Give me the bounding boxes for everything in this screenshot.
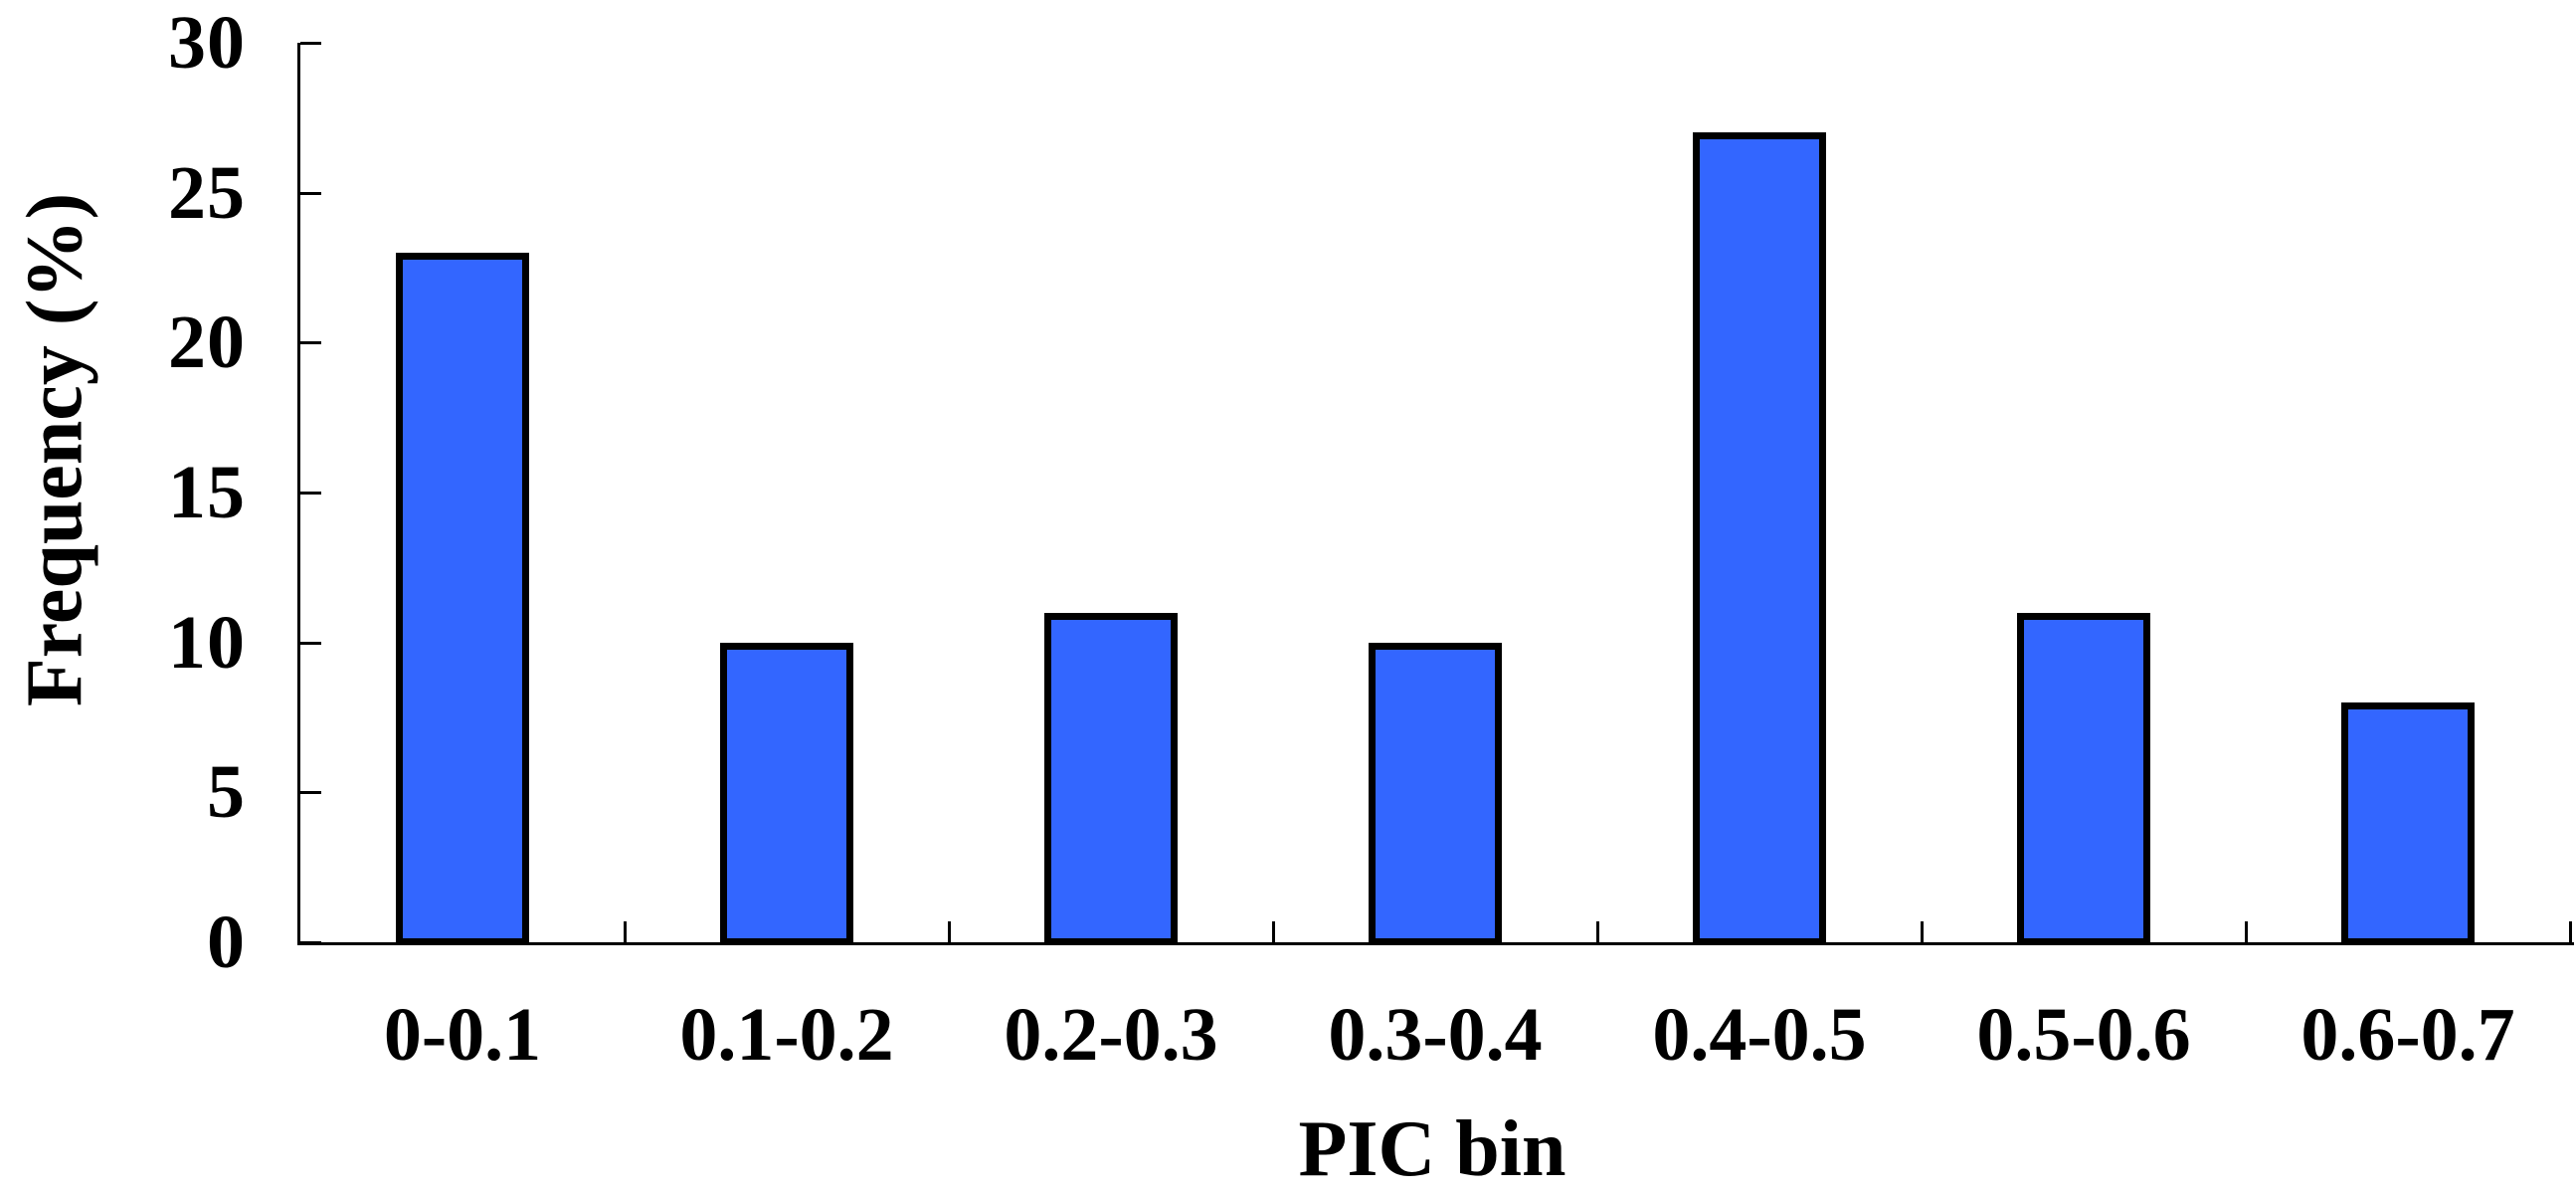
x-tick-label-0.1-0.2: 0.1-0.2 [679,993,894,1077]
y-tick-20 [300,341,321,345]
y-tick-label-0: 0 [207,900,246,984]
bar-0.2-0.3 [1044,612,1178,945]
bar-0.6-0.7 [2341,701,2475,945]
bar-0.1-0.2 [720,642,853,945]
y-tick-0 [300,941,321,944]
x-axis-title: PIC bin [1298,1105,1566,1193]
x-tick-label-0.4-0.5: 0.4-0.5 [1652,993,1867,1077]
x-tick-1 [624,921,627,942]
x-tick-6 [2245,921,2248,942]
y-axis-line [297,43,300,945]
y-tick-5 [300,791,321,795]
x-tick-label-0.3-0.4: 0.3-0.4 [1328,993,1543,1077]
x-tick-label-0.6-0.7: 0.6-0.7 [2300,993,2515,1077]
x-tick-2 [948,921,951,942]
bar-0-0.1 [396,252,529,945]
y-tick-label-25: 25 [168,150,246,235]
y-tick-label-10: 10 [168,600,246,685]
x-tick-3 [1272,921,1275,942]
y-tick-15 [300,492,321,495]
bar-0.3-0.4 [1369,642,1502,945]
x-tick-label-0-0.1: 0-0.1 [383,993,542,1077]
y-tick-25 [300,191,321,195]
y-tick-label-15: 15 [168,451,246,534]
x-tick-label-0.2-0.3: 0.2-0.3 [1004,993,1218,1077]
y-tick-label-5: 5 [207,750,246,835]
y-tick-label-30: 30 [168,1,246,85]
x-tick-label-0.5-0.6: 0.5-0.6 [1976,993,2191,1077]
y-tick-30 [300,42,321,45]
y-tick-10 [300,641,321,645]
x-tick-4 [1596,921,1599,942]
x-tick-7 [2569,921,2572,942]
bar-0.5-0.6 [2017,612,2150,945]
x-tick-5 [1921,921,1924,942]
bar-0.4-0.5 [1693,132,1826,945]
y-tick-label-20: 20 [168,300,246,385]
